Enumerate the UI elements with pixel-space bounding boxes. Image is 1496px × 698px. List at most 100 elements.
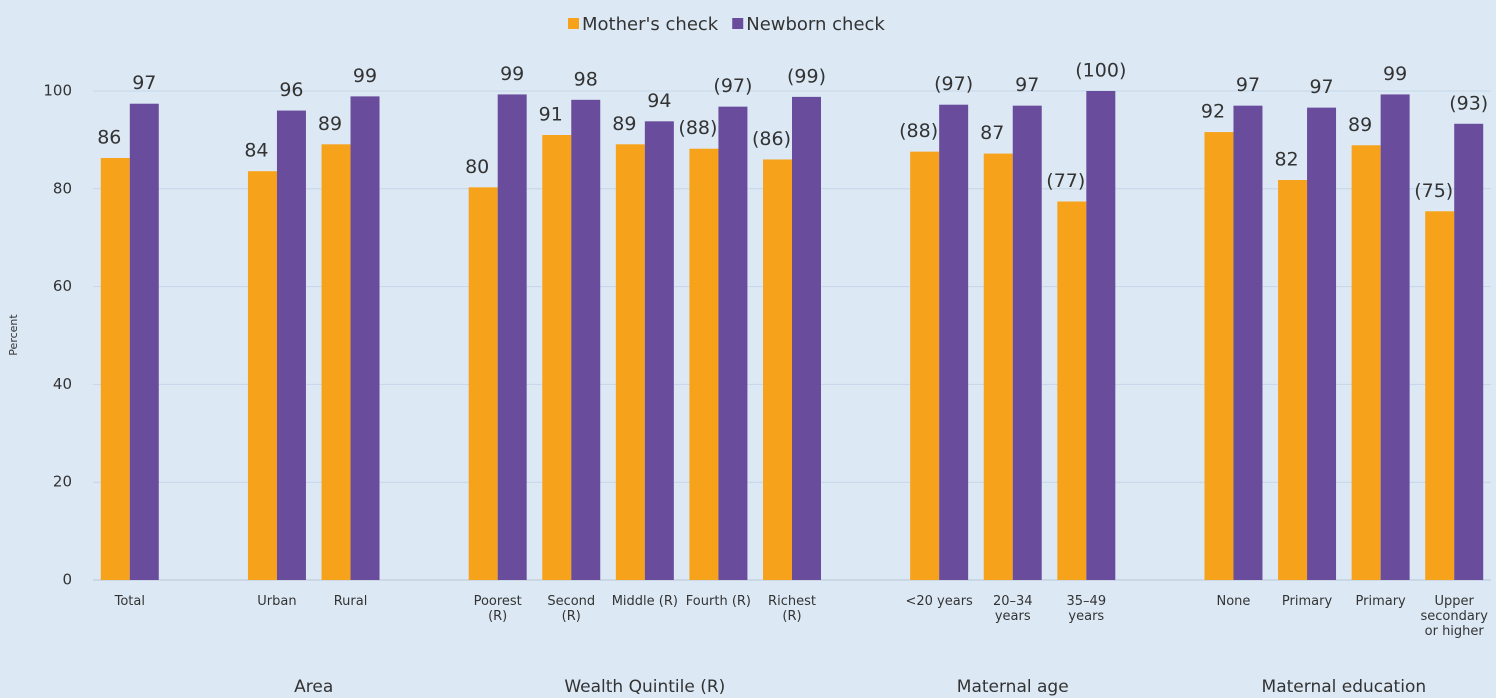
legend-swatch [568,18,579,29]
value-label: (77) [1046,170,1085,192]
y-axis-label: Percent [7,314,20,356]
value-label: 92 [1201,101,1225,123]
x-tick-label: Upper secondary or higher [1420,594,1488,639]
y-tick-label: 60 [53,277,72,295]
bar [910,151,940,581]
value-label: (75) [1414,180,1453,202]
value-label: 82 [1274,148,1298,170]
y-tick-label: 0 [62,571,72,589]
x-tick-label-box: Urban [257,594,297,609]
x-tick-label: Urban [257,594,297,609]
value-label: 89 [612,113,636,135]
x-tick-label-box: Total [114,594,145,609]
x-tick-label-box: <20 years [905,594,973,609]
x-tick-label-box: Second (R) [547,594,596,624]
value-label: 99 [1383,63,1407,85]
legend-label: Mother's check [582,14,719,35]
x-tick-label: Richest (R) [768,594,816,624]
value-label: 80 [465,156,489,178]
bar [1454,123,1484,580]
bar [1425,211,1455,580]
group-label: Wealth Quintile (R) [564,677,725,697]
value-label: 87 [980,122,1004,144]
value-label: 99 [353,65,377,87]
bar [644,121,674,581]
bar [276,110,306,580]
bar [1307,107,1337,580]
value-label: (97) [934,73,973,95]
value-label: 86 [97,126,121,148]
bar [983,153,1013,581]
legend-swatch [732,18,744,29]
y-tick-label: 100 [43,82,72,100]
bar [100,157,130,581]
x-tick-label-box: Upper secondary or higher [1420,594,1488,639]
value-label: (86) [752,128,791,150]
x-tick-label: Primary [1281,594,1333,609]
x-tick-label: Rural [333,594,368,609]
x-tick-label-box: Primary [1281,594,1333,609]
value-label: 89 [1348,114,1372,136]
x-tick-label-box: Middle (R) [611,594,678,609]
x-tick-label: Primary [1355,594,1406,609]
value-label: 84 [244,140,268,162]
bar [763,159,792,580]
group-label: Maternal age [957,677,1069,697]
x-tick-label: Middle (R) [611,594,678,609]
x-tick-label: <20 years [905,594,973,609]
value-label: 97 [1236,74,1260,96]
bar [497,94,527,580]
y-tick-label: 80 [53,179,72,197]
bar [542,135,572,580]
x-tick-label-box: Poorest (R) [473,594,522,624]
value-label: (93) [1449,92,1488,114]
value-label: (88) [899,120,938,142]
bar [939,104,969,580]
x-tick-label: Fourth (R) [685,594,751,609]
x-tick-label-box: Primary [1355,594,1406,609]
x-tick-label: 35–49 years [1066,594,1107,624]
bar [129,103,159,581]
bar [1233,105,1263,581]
bar [1351,145,1381,581]
bar [571,99,601,580]
x-tick-label: Total [114,594,145,609]
y-tick-label: 40 [53,375,72,393]
x-tick-label-box: Rural [333,594,368,609]
value-label: 98 [574,68,598,90]
bar [1380,94,1410,580]
x-tick-label: 20–34 years [992,594,1033,624]
x-tick-label: Poorest (R) [473,594,522,624]
bar [1057,201,1087,580]
value-label: (97) [713,75,752,97]
bar [1204,132,1234,581]
value-label: (88) [678,117,717,139]
value-label: 89 [318,113,342,135]
value-label: 97 [1015,74,1039,96]
value-label: 97 [1309,76,1333,98]
bar [1278,179,1308,581]
value-label: 94 [647,90,671,112]
y-tick-label: 20 [53,473,72,491]
bar [350,96,380,580]
bar [792,96,821,581]
bar [615,144,645,580]
bar [321,144,351,580]
bar [468,187,498,580]
legend-label: Newborn check [746,14,885,35]
x-tick-label-box: Richest (R) [768,594,816,624]
x-tick-label: Second (R) [547,594,596,624]
bar [247,171,277,581]
value-label: 96 [279,79,303,101]
bar [689,148,719,580]
value-label: 91 [539,104,563,126]
bar [718,106,748,580]
value-label: 97 [132,72,156,94]
bar [1012,105,1042,581]
x-tick-label-box: None [1216,594,1251,609]
x-tick-label-box: 35–49 years [1066,594,1107,624]
x-tick-label: None [1216,594,1251,609]
group-label: Maternal education [1262,677,1427,697]
x-tick-label-box: 20–34 years [992,594,1033,624]
